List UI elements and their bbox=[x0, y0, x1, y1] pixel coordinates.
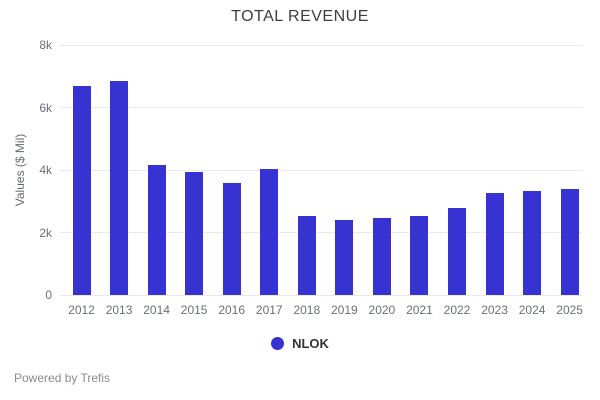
legend[interactable]: NLOK bbox=[0, 336, 600, 351]
x-tick-2018: 2018 bbox=[293, 303, 321, 317]
x-tick-2012: 2012 bbox=[68, 303, 95, 317]
bar-2013[interactable] bbox=[110, 80, 129, 295]
x-tick-2019: 2019 bbox=[330, 303, 358, 317]
x-tick-2015: 2015 bbox=[180, 303, 208, 317]
powered-by-trefis: Powered by Trefis bbox=[14, 371, 111, 385]
x-tick-2020: 2020 bbox=[368, 303, 396, 317]
gridline-0 bbox=[60, 294, 582, 296]
y-tick-6k: 6k bbox=[39, 100, 52, 115]
bar-2019[interactable] bbox=[335, 220, 354, 295]
bar-2017[interactable] bbox=[260, 169, 279, 295]
bar-2018[interactable] bbox=[297, 215, 316, 295]
x-tick-2024: 2024 bbox=[518, 303, 546, 317]
x-tick-2017: 2017 bbox=[255, 303, 283, 317]
legend-marker-icon bbox=[271, 337, 285, 350]
gridline-4k bbox=[60, 169, 582, 171]
bar-2014[interactable] bbox=[147, 164, 166, 295]
bar-2025[interactable] bbox=[560, 189, 579, 295]
bar-2024[interactable] bbox=[523, 190, 542, 295]
y-tick-8k: 8k bbox=[39, 38, 52, 52]
bar-2022[interactable] bbox=[448, 208, 466, 295]
bar-2023[interactable] bbox=[485, 192, 504, 295]
x-tick-2022: 2022 bbox=[443, 303, 471, 317]
bar-2016[interactable] bbox=[222, 182, 241, 295]
y-tick-2k: 2k bbox=[39, 225, 52, 240]
gridline-2k bbox=[60, 232, 582, 233]
x-tick-2021: 2021 bbox=[406, 303, 433, 317]
gridline-8k bbox=[60, 44, 582, 46]
x-tick-2013: 2013 bbox=[105, 303, 133, 317]
x-tick-2014: 2014 bbox=[143, 303, 170, 317]
plot-area: 0 2k 4k 6k 8k 2012 2013 2014 2015 2016 2017 2018 201… bbox=[39, 38, 583, 317]
x-tick-2016: 2016 bbox=[218, 303, 246, 317]
bar-2015[interactable] bbox=[185, 171, 204, 295]
y-tick-0: 0 bbox=[45, 288, 52, 302]
x-tick-2023: 2023 bbox=[481, 303, 508, 317]
bar-2021[interactable] bbox=[410, 216, 429, 295]
bar-2012[interactable] bbox=[72, 85, 91, 295]
x-tick-2025: 2025 bbox=[556, 303, 583, 317]
bar-2020[interactable] bbox=[372, 218, 391, 295]
gridline-6k bbox=[60, 107, 582, 108]
y-tick-4k: 4k bbox=[39, 163, 52, 177]
chart-title: TOTAL REVENUE bbox=[231, 8, 369, 25]
legend-label: NLOK bbox=[292, 336, 329, 351]
